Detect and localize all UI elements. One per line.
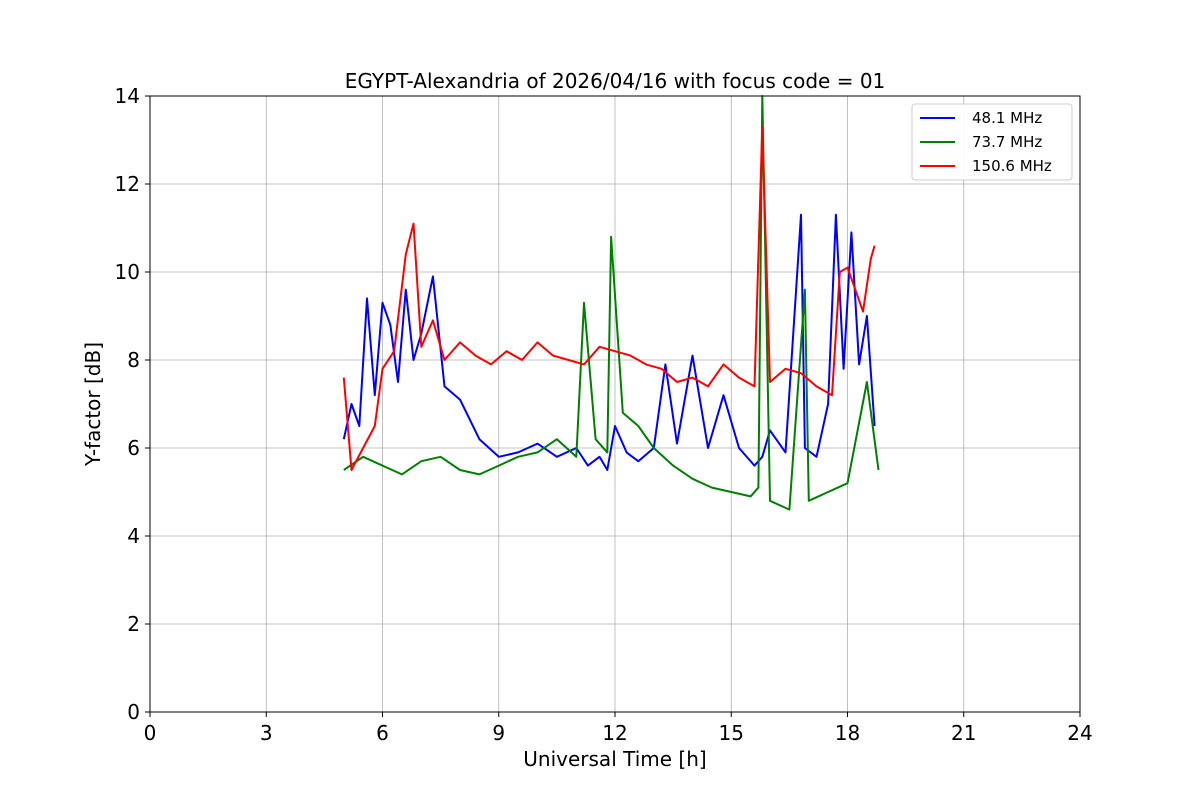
y-tick-label: 14 xyxy=(115,84,140,108)
x-tick-label: 6 xyxy=(376,721,389,745)
x-tick-label: 3 xyxy=(260,721,273,745)
legend-items: 48.1 MHz 73.7 MHz 150.6 MHz xyxy=(920,109,1052,175)
y-axis-label: Y-factor [dB] xyxy=(81,342,105,467)
y-tick-label: 12 xyxy=(115,172,140,196)
x-axis-label: Universal Time [h] xyxy=(523,747,706,771)
legend: 48.1 MHz 73.7 MHz 150.6 MHz xyxy=(911,103,1073,181)
y-tick-label: 10 xyxy=(115,260,140,284)
x-tick-label: 15 xyxy=(719,721,744,745)
x-tick-label: 9 xyxy=(492,721,505,745)
x-axis-ticks: 0 3 6 9 12 15 18 21 24 xyxy=(144,712,1093,745)
x-tick-label: 0 xyxy=(144,721,157,745)
legend-label: 73.7 MHz xyxy=(972,133,1042,151)
x-tick-label: 21 xyxy=(951,721,976,745)
y-tick-label: 6 xyxy=(127,436,140,460)
plot-series xyxy=(342,95,880,511)
legend-box xyxy=(911,103,1073,181)
x-tick-label: 24 xyxy=(1067,721,1092,745)
y-tick-label: 0 xyxy=(127,700,140,724)
x-tick-label: 12 xyxy=(602,721,627,745)
series-150-6-mhz xyxy=(342,125,876,471)
y-tick-label: 2 xyxy=(127,612,140,636)
y-tick-label: 8 xyxy=(127,348,140,372)
y-tick-label: 4 xyxy=(127,524,140,548)
y-axis-ticks: 0 2 4 6 8 10 12 14 xyxy=(115,84,150,724)
series-73-7-mhz xyxy=(343,95,880,511)
chart-title: EGYPT-Alexandria of 2026/04/16 with focu… xyxy=(345,69,886,93)
legend-label: 150.6 MHz xyxy=(972,157,1052,175)
legend-label: 48.1 MHz xyxy=(972,109,1042,127)
x-tick-label: 18 xyxy=(835,721,860,745)
